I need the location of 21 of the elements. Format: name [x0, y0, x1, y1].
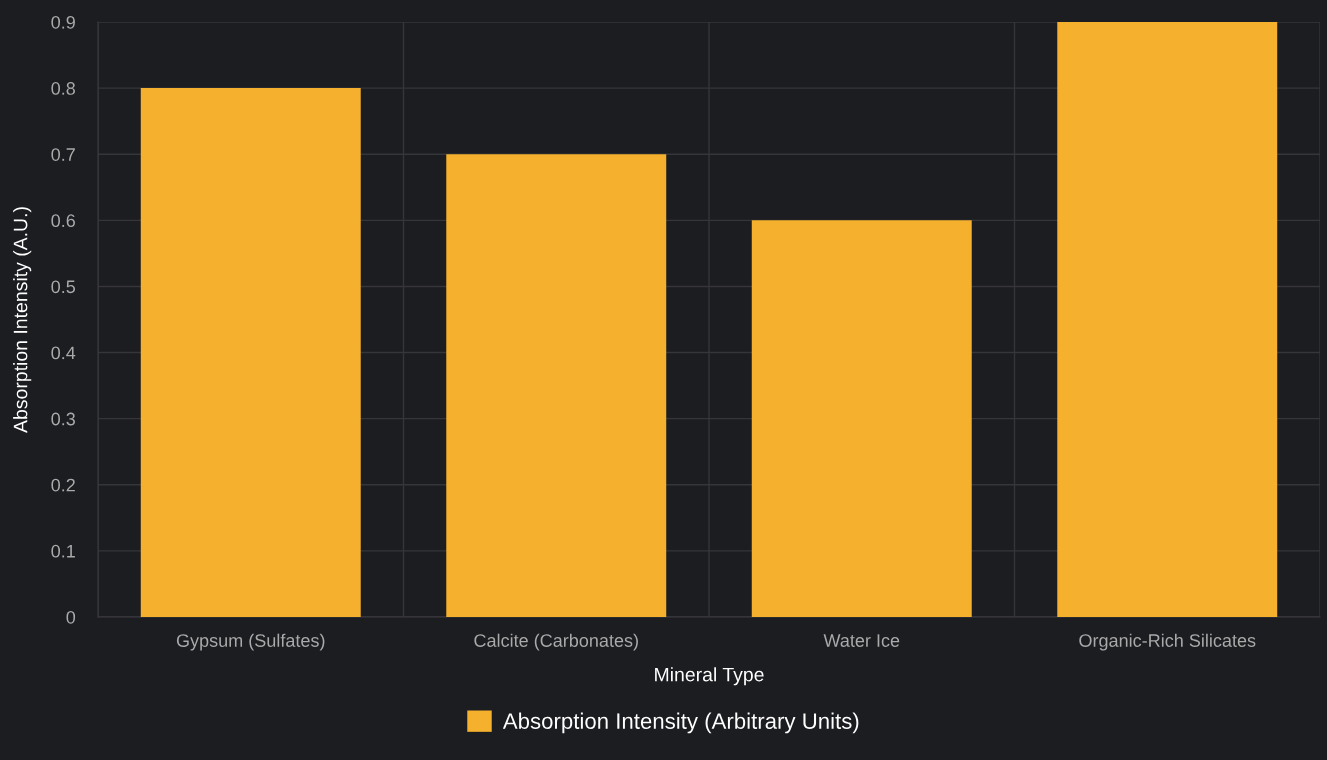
x-tick-label: Organic-Rich Silicates	[1079, 633, 1256, 651]
bar	[751, 220, 972, 617]
y-tick-label: 0.2	[51, 478, 75, 492]
bar	[140, 88, 361, 617]
y-tick-label: 0.9	[51, 15, 75, 29]
y-tick-label: 0.4	[51, 346, 76, 360]
x-tick-label: Gypsum (Sulfates)	[176, 633, 325, 651]
y-tick-label: 0.8	[51, 82, 75, 95]
x-tick-label: Water Ice	[823, 634, 900, 647]
legend-label: Absorption Intensity (Arbitrary Units)	[502, 712, 859, 734]
x-axis-title: Mineral Type	[655, 667, 764, 686]
x-tick-label: Calcite (Carbonates)	[474, 633, 638, 651]
y-tick-label: 0.1	[51, 544, 75, 558]
y-tick-label: 0	[66, 610, 76, 624]
y-axis-title: Absorption Intensity (A.U.)	[13, 207, 32, 433]
bar	[446, 154, 667, 617]
y-tick-label: 0.3	[51, 412, 75, 426]
y-tick-label: 0.5	[51, 280, 76, 294]
bar	[1057, 22, 1278, 617]
y-tick-label: 0.7	[51, 148, 75, 161]
y-tick-label: 0.6	[51, 214, 75, 228]
